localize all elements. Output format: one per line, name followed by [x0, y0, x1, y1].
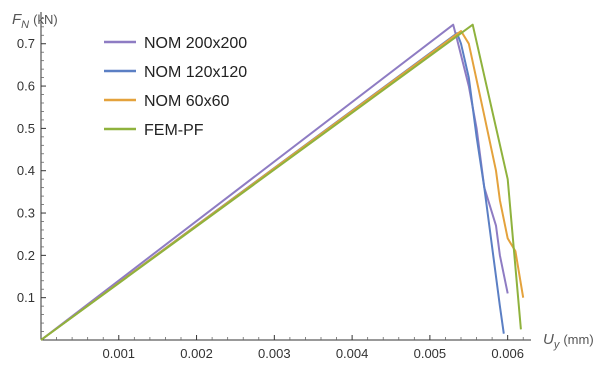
x-tick-label: 0.006	[491, 346, 524, 361]
series-line	[40, 23, 509, 341]
y-tick-label: 0.3	[17, 206, 35, 221]
y-ticks: 0.1 0.2 0.3 0.4 0.5 0.6 0.7	[17, 17, 46, 332]
legend-label: NOM 120x120	[144, 64, 247, 81]
y-axis-label: FN (kN)	[12, 11, 58, 31]
series-line	[40, 30, 525, 341]
legend-label: FEM-PF	[144, 122, 204, 139]
y-tick-label: 0.5	[17, 121, 35, 136]
x-tick-label: 0.005	[414, 346, 447, 361]
legend: NOM 200x200 NOM 120x120 NOM 60x60 FEM-PF	[104, 35, 247, 139]
x-axis-label-subscript: y	[553, 339, 561, 351]
y-tick-label: 0.1	[17, 290, 35, 305]
y-axis-label-unit: (kN)	[33, 12, 58, 27]
x-axis-label-symbol: U	[543, 331, 554, 348]
y-tick-label: 0.2	[17, 248, 35, 263]
x-tick-label: 0.004	[336, 346, 369, 361]
x-axis-label-unit: (mm)	[563, 332, 593, 347]
series-line	[40, 32, 505, 341]
axes	[40, 12, 531, 341]
legend-label: NOM 200x200	[144, 35, 247, 52]
x-tick-label: 0.001	[103, 346, 136, 361]
legend-label: NOM 60x60	[144, 93, 229, 110]
x-axis-label: Uy (mm)	[543, 331, 594, 351]
series-line	[40, 23, 522, 341]
series-lines	[40, 23, 525, 341]
y-tick-label: 0.6	[17, 79, 35, 94]
y-axis-label-subscript: N	[21, 19, 29, 31]
x-tick-label: 0.002	[180, 346, 213, 361]
y-tick-label: 0.4	[17, 163, 35, 178]
x-tick-label: 0.003	[258, 346, 291, 361]
y-axis-label-symbol: F	[12, 11, 22, 28]
x-ticks: 0.001 0.002 0.003 0.004 0.005 0.006	[56, 335, 524, 361]
y-tick-label: 0.7	[17, 36, 35, 51]
